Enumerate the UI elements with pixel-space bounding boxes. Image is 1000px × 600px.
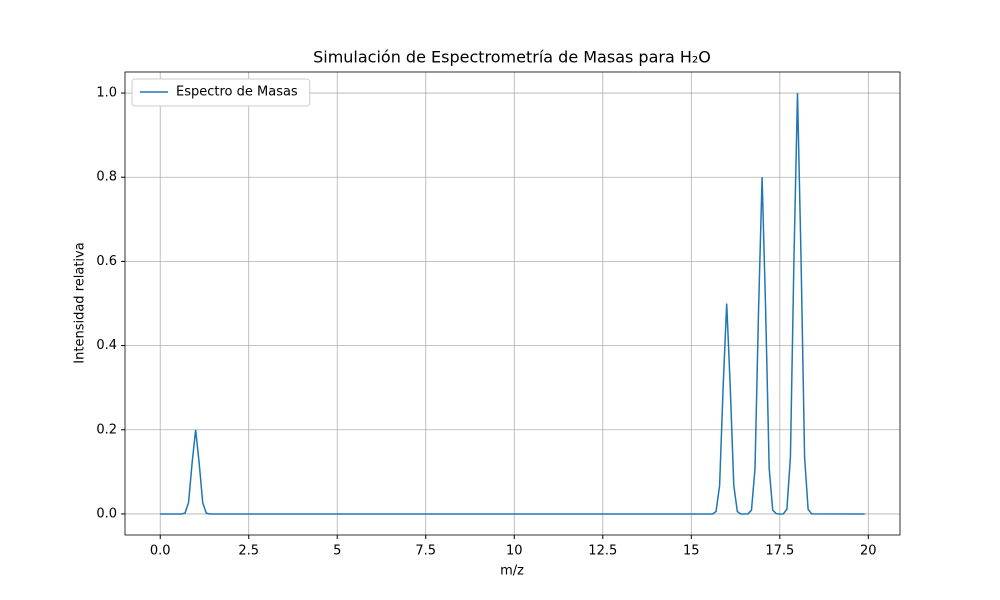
y-axis-label: Intensidad relativa — [73, 242, 88, 363]
y-tick-label: 0.8 — [96, 170, 117, 185]
x-tick-label: 10 — [506, 544, 523, 559]
x-tick-label: 7.5 — [415, 544, 436, 559]
y-tick-label: 0.6 — [96, 254, 117, 269]
x-tick-label: 17.5 — [765, 544, 794, 559]
x-tick-label: 0.0 — [150, 544, 171, 559]
x-axis-label: m/z — [500, 564, 524, 579]
data-line — [160, 93, 865, 515]
legend-label: Espectro de Masas — [176, 85, 298, 100]
x-tick-label: 2.5 — [238, 544, 259, 559]
legend-box — [131, 78, 311, 107]
y-tick-label: 1.0 — [96, 86, 117, 101]
chart-title: Simulación de Espectrometría de Masas pa… — [313, 48, 711, 67]
y-tick-label: 0.0 — [96, 506, 117, 521]
y-tick-label: 0.4 — [96, 338, 117, 353]
plot-frame — [124, 71, 901, 536]
x-tick-label: 20 — [860, 544, 877, 559]
x-tick-label: 12.5 — [588, 544, 617, 559]
y-tick-label: 0.2 — [96, 422, 117, 437]
x-tick-label: 5 — [333, 544, 341, 559]
x-tick-label: 15 — [683, 544, 700, 559]
